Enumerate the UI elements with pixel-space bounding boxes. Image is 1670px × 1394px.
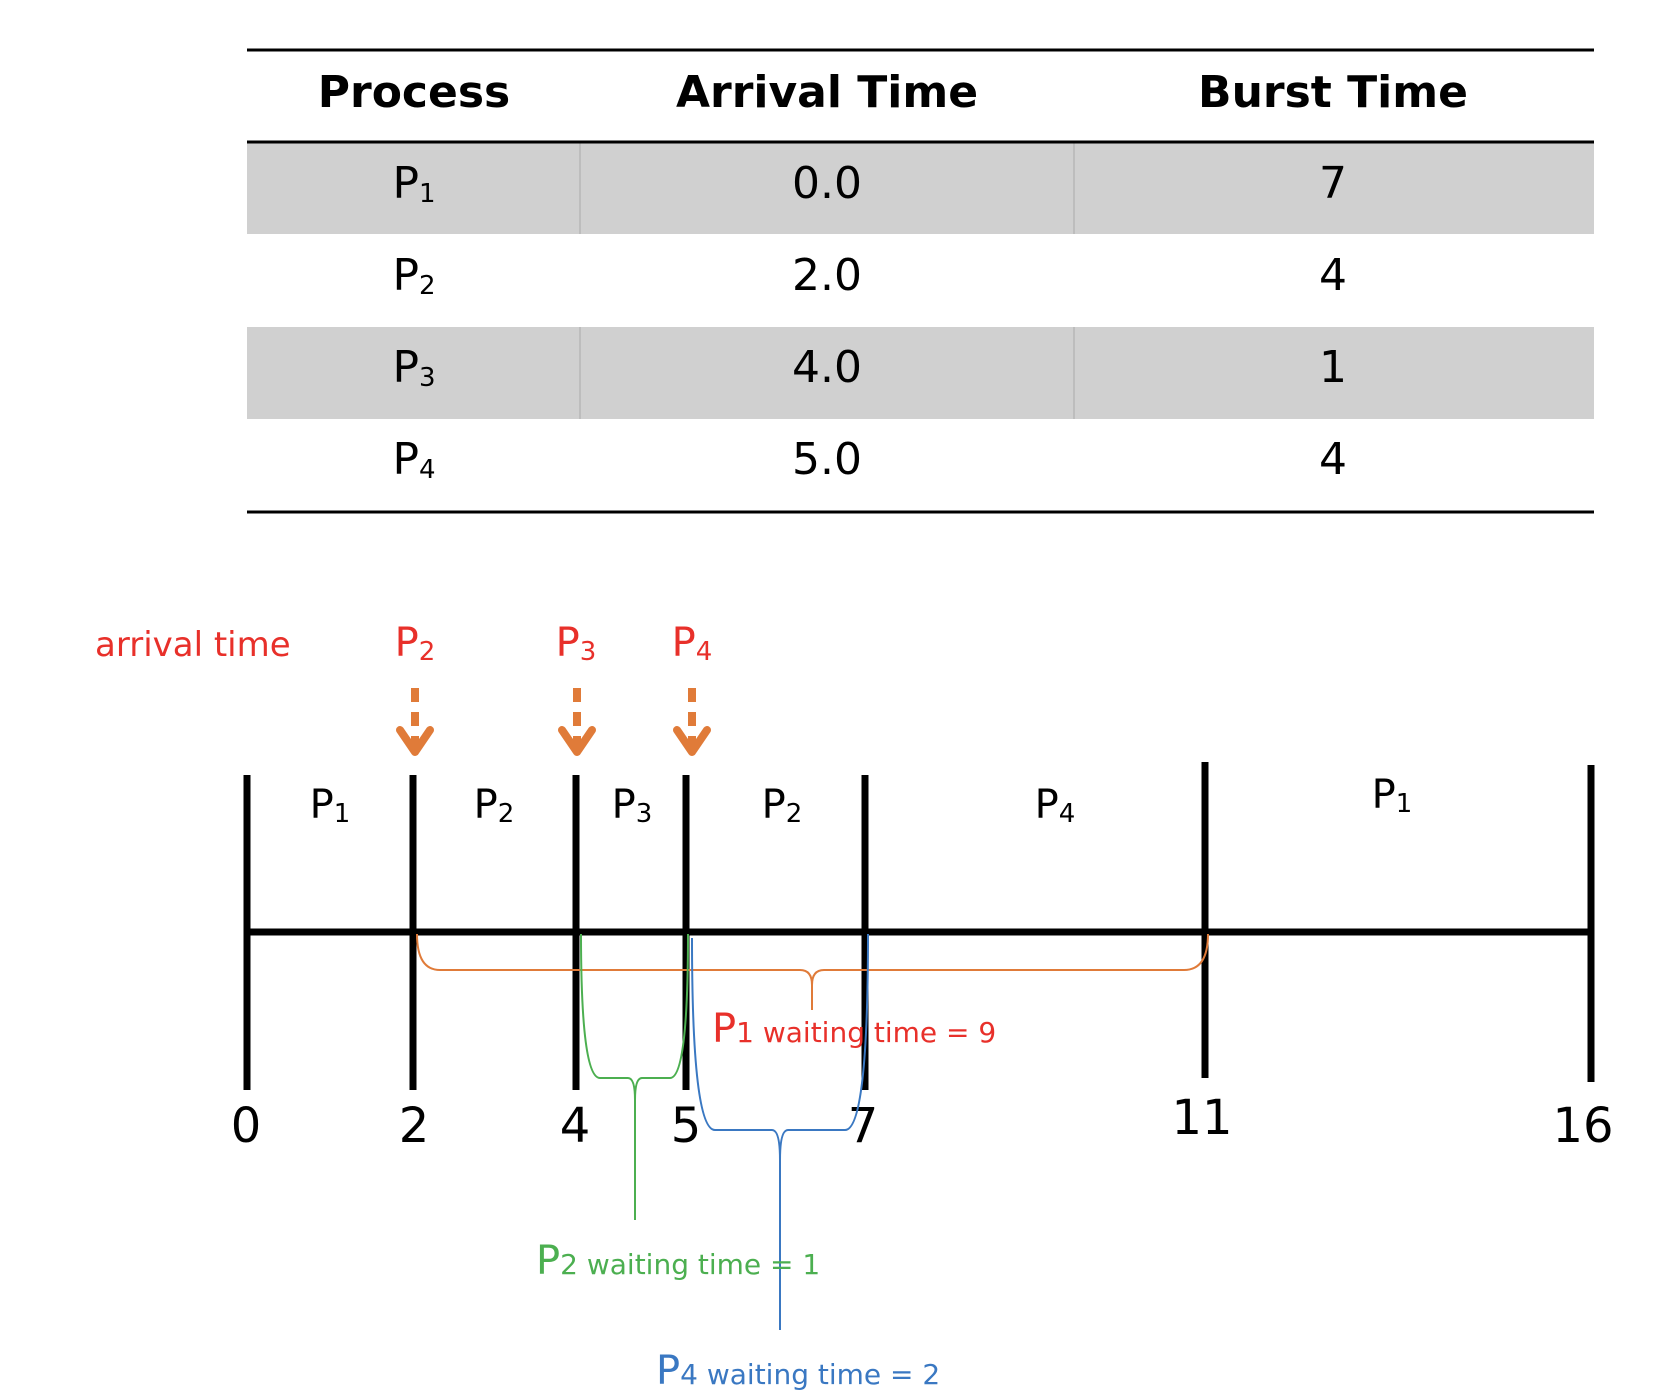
arrival-arrow-p3 (558, 688, 596, 756)
gantt-chart: P1 P2 P3 P2 P4 P1 0 2 4 5 7 11 16 (231, 762, 1614, 1154)
gantt-tick-label: 2 (399, 1098, 430, 1154)
table-cell-process: P3 (392, 342, 435, 393)
gantt-segment-label: P4 (1035, 782, 1076, 829)
arrival-arrow-p2 (396, 688, 434, 756)
table-cell-process: P1 (392, 158, 435, 209)
gantt-segment-label: P2 (762, 782, 803, 829)
table-cell-burst: 7 (1319, 158, 1347, 209)
p2-waiting-label: P2 waiting time = 1 (536, 1238, 820, 1284)
p1-waiting-brace (416, 933, 1209, 1010)
p4-waiting-label: P4 waiting time = 2 (656, 1348, 940, 1394)
table-cell-arrival: 5.0 (792, 434, 862, 485)
arrival-time-title: arrival time (95, 625, 291, 665)
table-cell-process: P2 (392, 250, 435, 301)
table-cell-burst: 4 (1319, 250, 1347, 301)
gantt-tick-label: 16 (1552, 1098, 1613, 1154)
arrival-markers: arrival time P2 P3 P4 (95, 620, 713, 756)
arrival-label-p3: P3 (556, 620, 597, 667)
waiting-braces (416, 933, 1209, 1330)
arrival-label-p2: P2 (395, 620, 436, 667)
p1-waiting-label: P1 waiting time = 9 (712, 1006, 996, 1052)
gantt-tick-label: 0 (231, 1098, 262, 1154)
p4-waiting-brace (691, 933, 869, 1330)
table-row-shading-3 (247, 327, 1594, 419)
table-row-shading-1 (247, 143, 1594, 234)
gantt-tick-label: 11 (1171, 1090, 1232, 1146)
table-cell-process: P4 (392, 434, 435, 485)
arrival-arrow-p4 (673, 688, 711, 756)
table-cell-arrival: 4.0 (792, 342, 862, 393)
table-cell-arrival: 0.0 (792, 158, 862, 209)
table-cell-burst: 1 (1319, 342, 1347, 393)
gantt-tick-label: 4 (560, 1098, 591, 1154)
table-cell-burst: 4 (1319, 434, 1347, 485)
gantt-segment-label: P3 (612, 782, 653, 829)
table-header-process: Process (318, 67, 510, 118)
table-row: P1 0.0 7 (392, 158, 1347, 209)
gantt-segment-label: P2 (474, 782, 515, 829)
p2-waiting-brace (580, 933, 689, 1220)
gantt-tick-label: 7 (848, 1098, 879, 1154)
table-header-arrival: Arrival Time (676, 67, 978, 118)
arrival-label-p4: P4 (672, 620, 713, 667)
gantt-segment-label: P1 (310, 782, 351, 829)
gantt-tick-label: 5 (671, 1098, 702, 1154)
table-cell-arrival: 2.0 (792, 250, 862, 301)
process-table: Process Arrival Time Burst Time P1 0.0 7… (247, 48, 1594, 514)
table-row: P4 5.0 4 (392, 434, 1347, 485)
table-header-burst: Burst Time (1198, 67, 1468, 118)
table-row: P2 2.0 4 (392, 250, 1347, 301)
gantt-segment-label: P1 (1372, 772, 1413, 819)
table-row: P3 4.0 1 (392, 342, 1347, 393)
